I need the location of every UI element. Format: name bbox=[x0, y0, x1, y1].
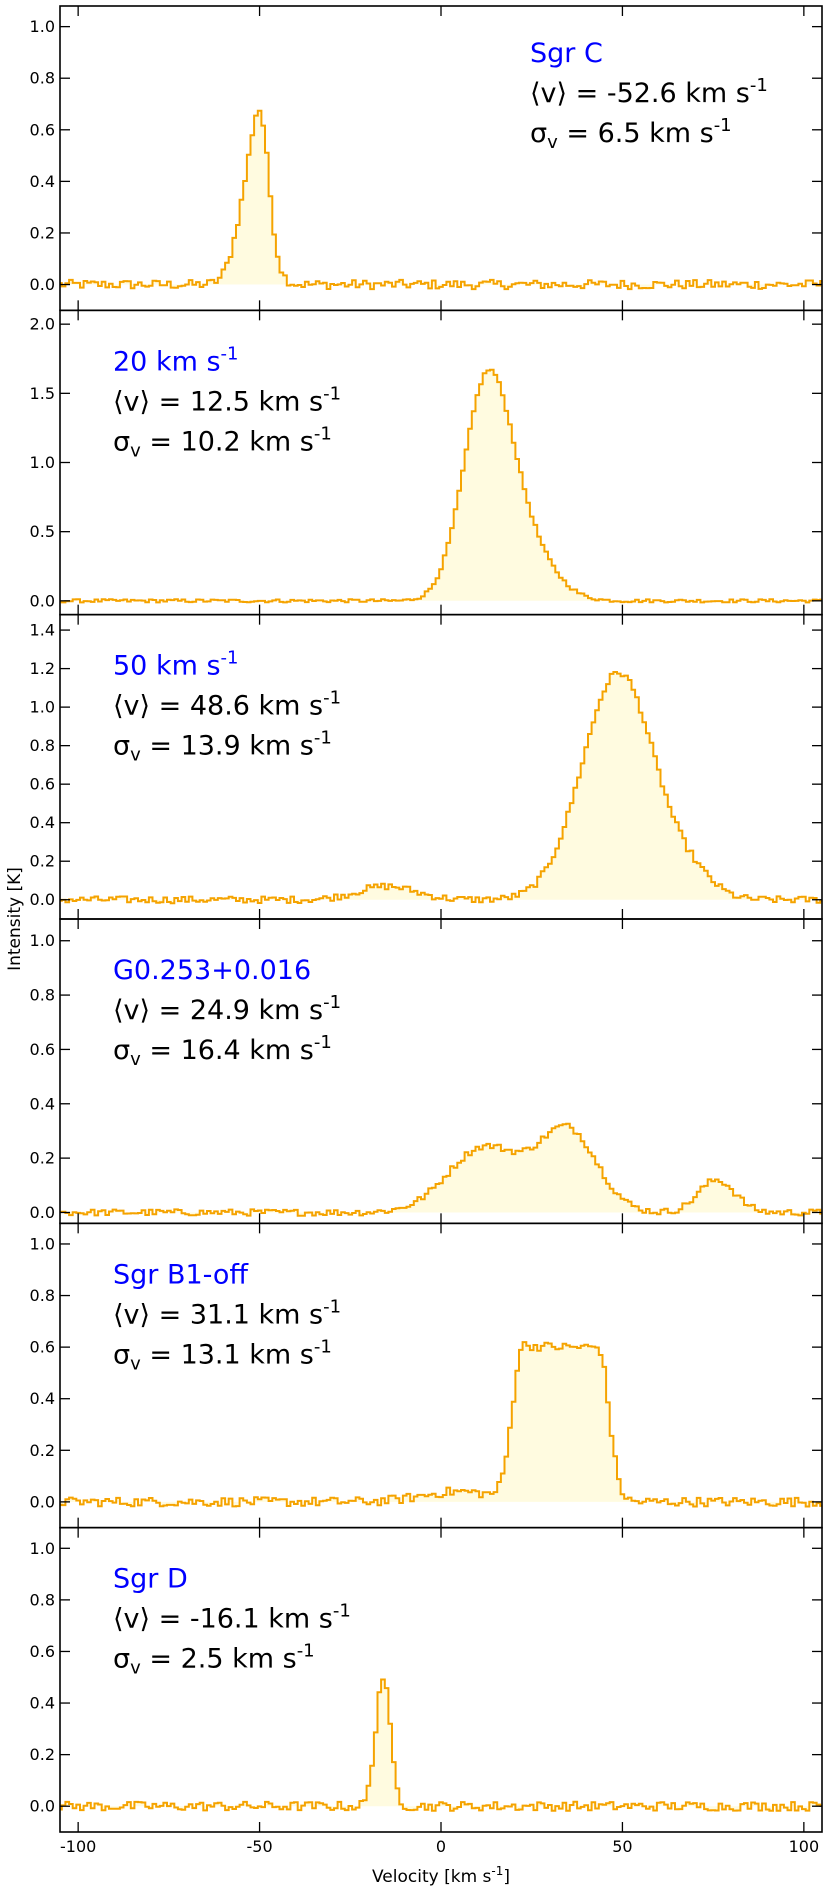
y-tick-label: 0.4 bbox=[30, 813, 55, 832]
panel-sigma: σv = 2.5 km s-1 bbox=[113, 1641, 315, 1679]
y-tick-label: 0.5 bbox=[30, 522, 55, 541]
spectrum-line-6 bbox=[60, 1678, 822, 1812]
x-tick-label: -100 bbox=[60, 1837, 96, 1856]
panel-mean: ⟨v⟩ = 48.6 km s-1 bbox=[113, 688, 341, 722]
y-tick-label: 0.2 bbox=[30, 1745, 55, 1764]
x-tick-label: -50 bbox=[247, 1837, 273, 1856]
panel-mean: ⟨v⟩ = -16.1 km s-1 bbox=[113, 1601, 351, 1635]
panel-sigma: σv = 10.2 km s-1 bbox=[113, 423, 332, 461]
panel-name: Sgr B1-off bbox=[113, 1259, 249, 1290]
y-tick-label: 1.0 bbox=[30, 1234, 55, 1253]
panel-name: Sgr D bbox=[113, 1564, 188, 1595]
panel-mean: ⟨v⟩ = 24.9 km s-1 bbox=[113, 992, 341, 1026]
y-tick-label: 0.2 bbox=[30, 223, 55, 242]
y-tick-label: 0.2 bbox=[30, 1149, 55, 1168]
spectrum-line-2 bbox=[60, 368, 822, 604]
y-tick-label: 1.5 bbox=[30, 384, 55, 403]
y-tick-label: 0.0 bbox=[30, 890, 55, 909]
y-tick-label: 0.4 bbox=[30, 1389, 55, 1408]
panel-mean: ⟨v⟩ = 12.5 km s-1 bbox=[113, 383, 341, 417]
spectrum-fill-4 bbox=[60, 1123, 822, 1216]
x-tick-label: 50 bbox=[612, 1837, 632, 1856]
y-tick-label: 1.0 bbox=[30, 931, 55, 950]
panel-name: G0.253+0.016 bbox=[113, 955, 311, 986]
y-tick-label: 0.8 bbox=[30, 1590, 55, 1609]
y-tick-label: 1.0 bbox=[30, 17, 55, 36]
y-tick-label: 0.8 bbox=[30, 69, 55, 88]
panel-5: 0.0 0.2 0.4 0.6 0.8 1.0 Sgr B1-off ⟨v⟩ = 31.1 k… bbox=[30, 1222, 823, 1529]
y-tick-label: 1.4 bbox=[30, 621, 55, 640]
spectrum-fill-6 bbox=[60, 1679, 822, 1811]
panel-name: 50 km s-1 bbox=[113, 648, 238, 682]
panels-group: 0.0 0.2 0.4 0.6 0.8 1.0 Sgr C ⟨v⟩ = -52.6 km s-… bbox=[30, 5, 823, 1856]
y-tick-label: 0.8 bbox=[30, 1286, 55, 1305]
panel-sigma: σv = 16.4 km s-1 bbox=[113, 1032, 332, 1070]
panel-3: 0.0 0.2 0.4 0.6 0.8 1.0 1.2 1.4 50 km s-1 ⟨v⟩ = 4… bbox=[30, 613, 823, 920]
y-tick-label: 0.6 bbox=[30, 1338, 55, 1357]
x-axis-label: Velocity [km s-1] bbox=[372, 1864, 510, 1887]
panel-mean: ⟨v⟩ = -52.6 km s-1 bbox=[530, 75, 768, 109]
y-tick-label: 2.0 bbox=[30, 315, 55, 334]
panel-frame bbox=[59, 5, 823, 312]
panel-2: 0.0 0.5 1.0 1.5 2.0 20 km s-1 ⟨v⟩ = 12.5 km s-… bbox=[30, 309, 823, 616]
y-tick-label: 0.0 bbox=[30, 591, 55, 610]
y-tick-label: 0.0 bbox=[30, 1203, 55, 1222]
y-tick-label: 0.4 bbox=[30, 1094, 55, 1113]
panel-1: 0.0 0.2 0.4 0.6 0.8 1.0 Sgr C ⟨v⟩ = -52.6 km s-… bbox=[30, 5, 823, 312]
y-tick-label: 0.0 bbox=[30, 275, 55, 294]
panel-name: 20 km s-1 bbox=[113, 343, 238, 377]
panel-sigma: σv = 13.1 km s-1 bbox=[113, 1336, 332, 1374]
spectrum-line-3 bbox=[60, 671, 822, 905]
panel-6: 0.0 0.2 0.4 0.6 0.8 1.0 Sgr D ⟨v⟩ = -16.1 km s-… bbox=[30, 1526, 823, 1833]
y-tick-label: 1.2 bbox=[30, 659, 55, 678]
spectrum-line-5 bbox=[60, 1341, 822, 1508]
y-tick-label: 0.8 bbox=[30, 736, 55, 755]
panel-4: 0.0 0.2 0.4 0.6 0.8 1.0 G0.253+0.016 ⟨v⟩ = 24.9… bbox=[30, 918, 823, 1225]
y-tick-label: 0.0 bbox=[30, 1492, 55, 1511]
y-tick-label: 0.6 bbox=[30, 1642, 55, 1661]
y-tick-label: 0.2 bbox=[30, 852, 55, 871]
x-tick-label: 100 bbox=[789, 1837, 820, 1856]
y-tick-label: 1.0 bbox=[30, 453, 55, 472]
y-tick-label: 1.0 bbox=[30, 1539, 55, 1558]
y-tick-label: 0.6 bbox=[30, 120, 55, 139]
spectrum-line-4 bbox=[60, 1122, 822, 1217]
y-tick-label: 0.4 bbox=[30, 1694, 55, 1713]
y-tick-label: 0.6 bbox=[30, 775, 55, 794]
y-axis-label: Intensity [K] bbox=[5, 867, 25, 971]
y-tick-label: 0.8 bbox=[30, 986, 55, 1005]
panel-name: Sgr C bbox=[530, 38, 603, 69]
spectrum-fill-3 bbox=[60, 672, 822, 904]
y-tick-label: 0.6 bbox=[30, 1040, 55, 1059]
panel-sigma: σv = 6.5 km s-1 bbox=[530, 115, 732, 153]
spectrum-line-1 bbox=[60, 109, 822, 291]
y-tick-label: 0.0 bbox=[30, 1797, 55, 1816]
x-tick-label: 0 bbox=[436, 1837, 446, 1856]
panel-mean: ⟨v⟩ = 31.1 km s-1 bbox=[113, 1296, 341, 1330]
panel-sigma: σv = 13.9 km s-1 bbox=[113, 728, 332, 766]
y-tick-label: 1.0 bbox=[30, 698, 55, 717]
y-tick-label: 0.4 bbox=[30, 172, 55, 191]
y-tick-label: 0.2 bbox=[30, 1441, 55, 1460]
